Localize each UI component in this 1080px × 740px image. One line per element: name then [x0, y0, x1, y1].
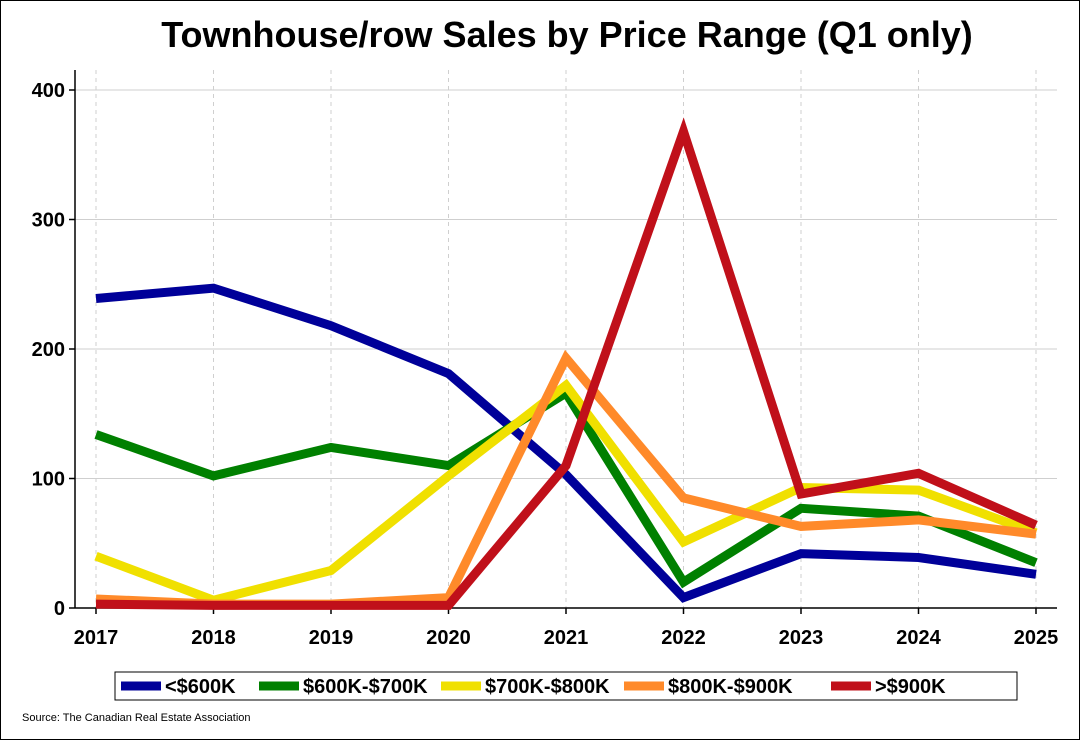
- tick-labels: 0 100 200 300 400 2017 2018 2019 2020 2021 2022 202…: [32, 80, 1059, 649]
- legend-label: $800K-$900K: [668, 676, 793, 698]
- series-line: [94, 378, 1038, 605]
- y-tick-label: 300: [32, 210, 65, 232]
- x-tick-label: 2025: [1014, 627, 1059, 649]
- legend-label: >$900K: [875, 676, 946, 698]
- grid-lines: [75, 70, 1057, 608]
- y-tick-label: 400: [32, 80, 65, 102]
- x-tick-label: 2024: [896, 627, 941, 649]
- series-line: [95, 283, 1037, 603]
- x-tick-label: 2017: [74, 627, 119, 649]
- legend-label: $600K-$700K: [303, 676, 428, 698]
- series-lines: [94, 117, 1038, 610]
- y-tick-label: 200: [32, 339, 65, 361]
- x-tick-label: 2021: [544, 627, 589, 649]
- legend-label: <$600K: [165, 676, 236, 698]
- x-tick-label: 2023: [779, 627, 824, 649]
- series-line: [95, 117, 1038, 610]
- x-tick-label: 2020: [426, 627, 471, 649]
- y-tick-label: 0: [54, 598, 65, 620]
- x-tick-label: 2019: [309, 627, 354, 649]
- axes: [69, 70, 1057, 614]
- legend: <$600K $600K-$700K $700K-$800K $800K-$900K >…: [114, 671, 1018, 701]
- source-note: Source: The Canadian Real Estate Associa…: [22, 712, 251, 724]
- x-tick-label: 2022: [661, 627, 706, 649]
- legend-label: $700K-$800K: [485, 676, 610, 698]
- x-tick-label: 2018: [191, 627, 236, 649]
- y-tick-label: 100: [32, 469, 65, 491]
- chart-title: Townhouse/row Sales by Price Range (Q1 o…: [161, 14, 973, 55]
- series-line: [94, 386, 1038, 589]
